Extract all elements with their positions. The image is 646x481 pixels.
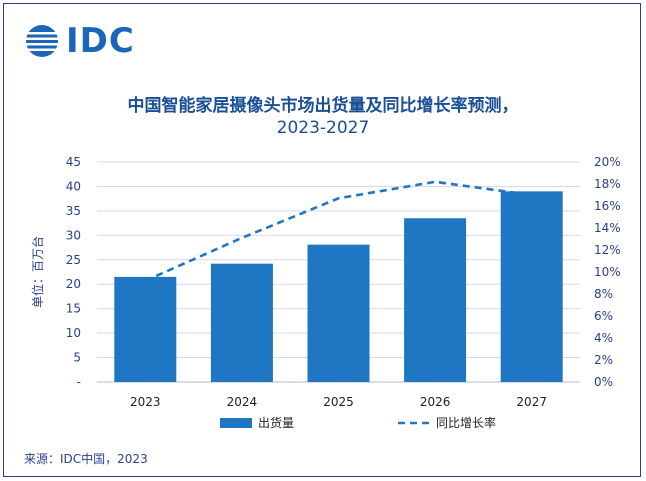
bar [307, 244, 370, 382]
x-tick-label: 2024 [227, 395, 258, 409]
y2-tick-label: 2% [594, 353, 613, 367]
y2-tick-label: 6% [594, 309, 613, 323]
chart-subtitle: 2023-2027 [276, 118, 370, 138]
x-tick-label: 2023 [130, 395, 161, 409]
y-tick-label: - [77, 375, 81, 389]
y2-tick-label: 10% [594, 265, 621, 279]
bar [210, 263, 273, 382]
y-tick-label: 10 [66, 326, 81, 340]
y-axis-label: 单位：百万台 [30, 236, 45, 308]
y2-tick-label: 20% [594, 155, 621, 169]
idc-logo: IDC [24, 21, 135, 61]
y-tick-label: 40 [66, 179, 81, 193]
y2-tick-label: 16% [594, 199, 621, 213]
x-tick-label: 2026 [420, 395, 451, 409]
y2-tick-label: 0% [594, 375, 613, 389]
legend-line-label: 同比增长率 [436, 415, 496, 430]
bar [404, 218, 467, 382]
y-tick-label: 15 [66, 302, 81, 316]
source-note: 来源：IDC中国，2023 [24, 452, 148, 466]
y-tick-label: 45 [66, 155, 81, 169]
y-tick-label: 5 [73, 351, 81, 365]
y-tick-label: 35 [66, 204, 81, 218]
y2-tick-label: 4% [594, 331, 613, 345]
legend-bar-swatch [220, 418, 252, 428]
bar [114, 276, 177, 382]
y2-tick-label: 18% [594, 177, 621, 191]
logo-text: IDC [66, 21, 135, 61]
bar [500, 191, 563, 382]
legend-bar-label: 出货量 [258, 415, 294, 430]
y2-tick-label: 8% [594, 287, 613, 301]
chart-title: 中国智能家居摄像头市场出货量及同比增长率预测， [127, 96, 519, 116]
x-tick-label: 2025 [323, 395, 354, 409]
y-tick-label: 25 [66, 253, 81, 267]
y-tick-label: 30 [66, 228, 81, 242]
growth-line [144, 180, 532, 282]
y-tick-label: 20 [66, 277, 81, 291]
globe-icon [24, 25, 60, 57]
x-tick-label: 2027 [516, 395, 547, 409]
y2-tick-label: 12% [594, 243, 621, 257]
y2-tick-label: 14% [594, 221, 621, 235]
